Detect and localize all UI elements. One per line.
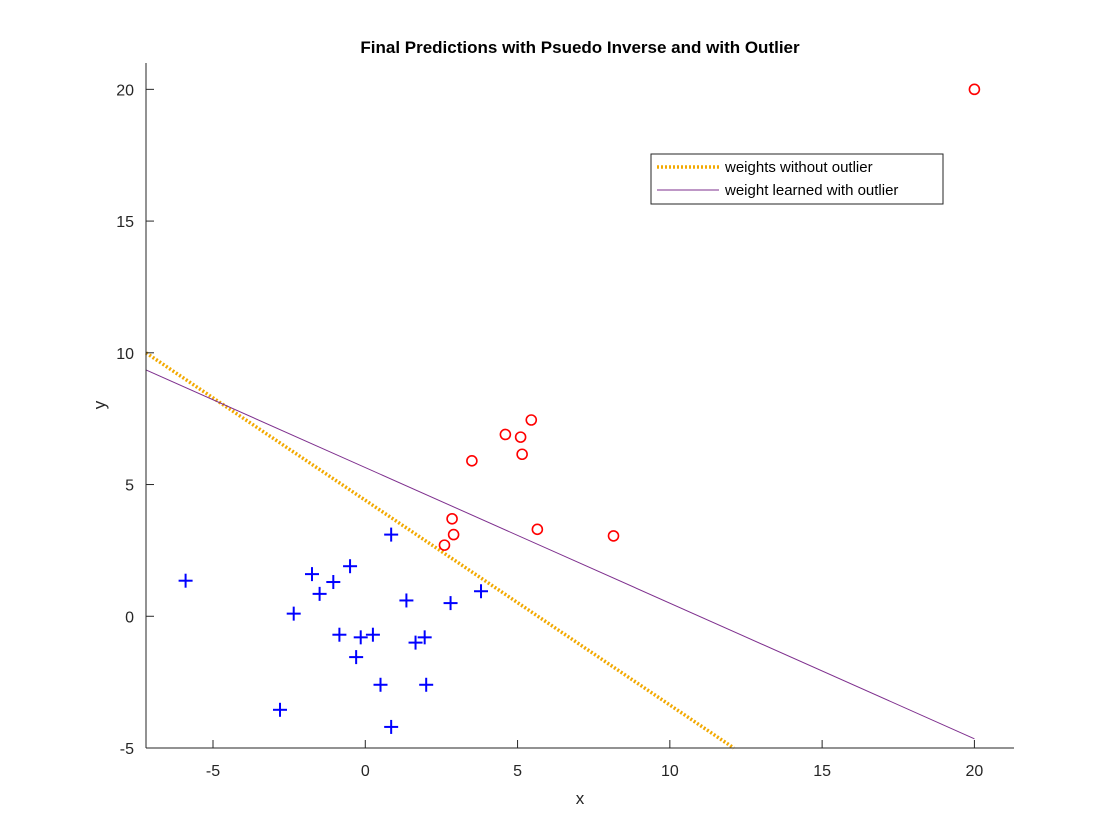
chart-title: Final Predictions with Psuedo Inverse an… <box>360 38 800 57</box>
legend-label-weight-learned-with-outlier: weight learned with outlier <box>724 182 898 199</box>
plus-marker <box>417 630 432 645</box>
plus-marker <box>273 702 288 717</box>
plus-marker <box>365 627 380 642</box>
plus-marker <box>326 575 341 590</box>
plus-marker <box>474 584 489 599</box>
plus-marker <box>419 677 434 692</box>
plus-marker <box>384 527 399 542</box>
circle-marker <box>447 528 460 541</box>
axis-ticks: -5 0 5 10 15 20 -5 0 5 10 15 20 <box>116 82 983 780</box>
plus-marker <box>408 635 423 650</box>
circle-marker <box>531 523 544 536</box>
plus-marker <box>286 606 301 621</box>
y-tick-label: 15 <box>116 214 134 231</box>
plus-marker <box>349 650 364 665</box>
plus-marker <box>373 677 388 692</box>
plus-marker <box>178 573 193 588</box>
legend-box <box>650 153 944 205</box>
y-tick-label: 0 <box>125 609 134 626</box>
circle-marker <box>438 539 451 551</box>
circle-marker <box>514 431 527 443</box>
x-axis-label: x <box>576 789 585 808</box>
plus-marker <box>312 586 327 601</box>
x-tick-label: 5 <box>513 763 522 780</box>
legend-label-weights-without-outlier: weights without outlier <box>724 159 873 176</box>
circle-marker <box>525 414 538 426</box>
y-tick-label: 20 <box>116 82 134 99</box>
x-tick-label: 10 <box>661 763 679 780</box>
plus-marker <box>384 719 399 734</box>
y-tick-label: -5 <box>120 741 134 758</box>
plus-marker <box>343 559 358 574</box>
fit-line-with-outlier <box>145 369 975 740</box>
x-tick-label: -5 <box>206 763 220 780</box>
fit-lines <box>145 351 975 750</box>
plus-marker <box>399 593 414 608</box>
plus-marker <box>443 596 458 611</box>
y-tick-label: 10 <box>116 346 134 363</box>
axes <box>145 63 1014 749</box>
circle-marker <box>516 448 528 461</box>
plus-marker <box>332 627 347 642</box>
circle-marker <box>968 83 981 96</box>
x-tick-label: 0 <box>361 763 370 780</box>
x-tick-label: 15 <box>813 763 831 780</box>
legend: weights without outlier weight learned w… <box>650 153 944 205</box>
circle-marker <box>466 455 478 467</box>
data-points <box>178 83 981 734</box>
y-tick-label: 5 <box>125 478 134 495</box>
circle-marker <box>446 512 458 525</box>
circle-marker <box>607 530 620 542</box>
circle-marker <box>499 428 512 441</box>
x-tick-label: 20 <box>966 763 984 780</box>
plus-marker <box>304 567 319 582</box>
plus-marker <box>353 630 368 645</box>
y-axis-label: y <box>90 400 109 409</box>
